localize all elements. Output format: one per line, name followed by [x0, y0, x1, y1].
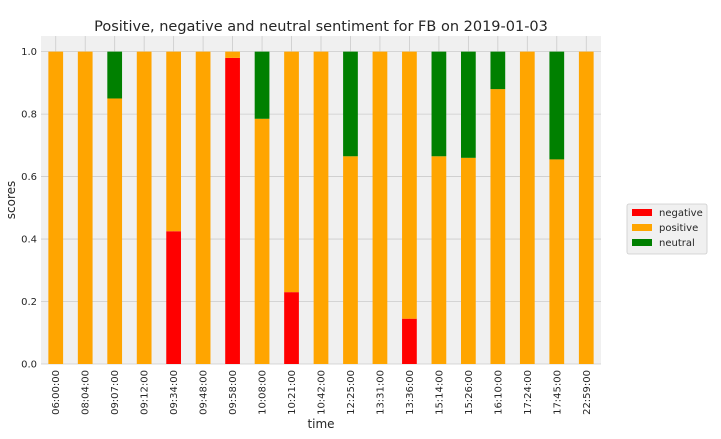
y-tick-label: 0.8 [21, 110, 37, 121]
bar-negative-09:34:00 [166, 231, 181, 364]
bar-neutral-09:07:00 [107, 51, 123, 99]
bar-positive-09:12:00 [136, 51, 152, 364]
chart-title: Positive, negative and neutral sentiment… [94, 19, 548, 35]
bar-positive-10:21:00 [284, 51, 299, 293]
bar-positive-22:59:00 [578, 51, 594, 364]
legend-label-negative: negative [659, 208, 703, 219]
x-tick-label: 10:08:00 [258, 370, 269, 415]
y-tick-label: 0.6 [21, 172, 37, 183]
x-tick-label: 09:58:00 [228, 370, 239, 415]
bar-positive-06:00:00 [48, 51, 64, 364]
bar-neutral-12:25:00 [343, 51, 358, 157]
y-tick-label: 1.0 [21, 47, 37, 58]
bar-positive-12:25:00 [343, 156, 358, 364]
bar-positive-09:07:00 [107, 98, 123, 364]
bar-positive-13:36:00 [402, 51, 417, 319]
x-tick-label: 09:07:00 [110, 370, 121, 415]
x-tick-label: 12:25:00 [346, 370, 357, 415]
x-tick-label: 17:24:00 [523, 370, 534, 415]
bar-neutral-16:10:00 [490, 51, 506, 90]
x-tick-labels: 06:00:00 08:04:00 09:07:00 09:12:00 09:34:00… [51, 370, 593, 415]
x-tick-label: 09:12:00 [140, 370, 151, 415]
bar-neutral-15:26:00 [461, 51, 476, 158]
y-tick-label: 0.0 [21, 360, 37, 371]
bar-positive-09:34:00 [166, 51, 181, 232]
x-tick-label: 22:59:00 [582, 370, 593, 415]
bar-positive-17:45:00 [549, 159, 565, 364]
bar-positive-13:31:00 [372, 51, 388, 364]
legend-label-positive: positive [659, 223, 698, 234]
x-tick-label: 15:26:00 [464, 370, 475, 415]
x-tick-label: 10:42:00 [317, 370, 328, 415]
bar-neutral-17:45:00 [549, 51, 565, 160]
legend-label-neutral: neutral [659, 238, 695, 249]
bars [48, 51, 594, 365]
x-tick-label: 10:21:00 [287, 370, 298, 415]
bar-positive-10:42:00 [313, 51, 329, 364]
bar-positive-17:24:00 [519, 51, 535, 364]
bar-negative-13:36:00 [402, 318, 417, 364]
bar-neutral-10:08:00 [254, 51, 270, 119]
bar-positive-09:58:00 [225, 51, 240, 58]
x-tick-label: 06:00:00 [51, 370, 62, 415]
x-tick-label: 16:10:00 [493, 370, 504, 415]
x-tick-label: 08:04:00 [81, 370, 92, 415]
legend-swatch-positive [632, 224, 652, 231]
bar-positive-15:26:00 [461, 157, 476, 364]
bar-neutral-15:14:00 [431, 51, 447, 157]
x-tick-label: 17:45:00 [552, 370, 563, 415]
x-tick-label: 13:36:00 [405, 370, 416, 415]
legend-swatch-negative [632, 209, 652, 216]
bar-negative-09:58:00 [225, 57, 240, 364]
x-axis-label: time [307, 417, 334, 431]
x-tick-label: 09:48:00 [199, 370, 210, 415]
x-tick-label: 13:31:00 [375, 370, 386, 415]
x-tick-label: 09:34:00 [169, 370, 180, 415]
bar-positive-15:14:00 [431, 156, 447, 364]
y-tick-label: 0.4 [21, 235, 37, 246]
bar-negative-10:21:00 [284, 292, 299, 364]
y-axis-label: scores [4, 181, 18, 220]
x-tick-label: 15:14:00 [434, 370, 445, 415]
legend-swatch-neutral [632, 239, 652, 246]
bar-positive-09:48:00 [195, 51, 211, 364]
y-tick-label: 0.2 [21, 297, 37, 308]
bar-positive-10:08:00 [254, 118, 270, 365]
bar-positive-16:10:00 [490, 89, 506, 364]
bar-positive-08:04:00 [77, 51, 93, 364]
y-tick-labels: 0.0 0.2 0.4 0.6 0.8 1.0 [21, 47, 37, 370]
legend: negative positive neutral [626, 203, 708, 255]
